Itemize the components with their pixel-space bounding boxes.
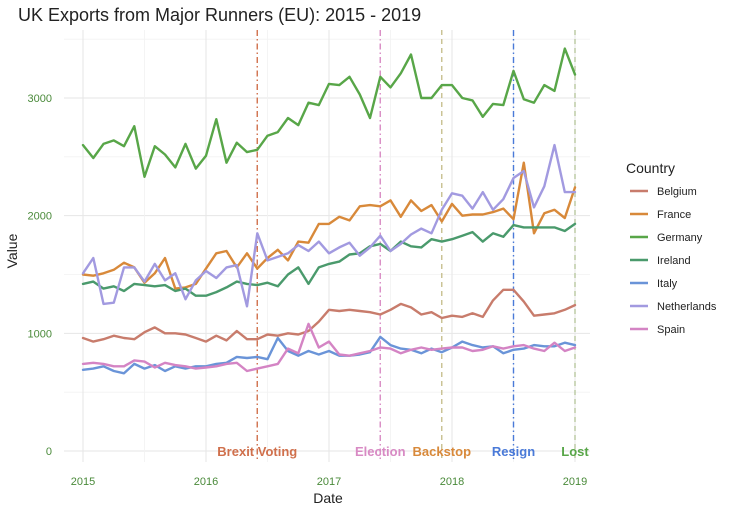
series-line-belgium: [81, 288, 577, 343]
x-axis-title: Date: [313, 490, 343, 506]
event-label: Brexit Voting: [217, 444, 297, 459]
series-line-germany: [81, 47, 577, 179]
legend-label: Belgium: [657, 186, 697, 198]
x-tick-label: 2016: [194, 476, 218, 488]
event-labels: Brexit Voting Election Backstop Resign Lost: [217, 444, 589, 459]
series-line-netherlands: [81, 143, 577, 308]
series-line-spain: [81, 322, 577, 373]
event-label: Backstop: [412, 444, 471, 459]
series-lines: [81, 47, 577, 375]
event-label: Lost: [561, 444, 589, 459]
y-tick-label: 2000: [28, 211, 52, 223]
x-tick-label: 2019: [563, 476, 587, 488]
y-tick-label: 0: [46, 446, 52, 458]
y-tick-label: 3000: [28, 93, 52, 105]
legend-title: Country: [626, 160, 675, 176]
y-axis-title: Value: [4, 233, 20, 268]
legend-label: Germany: [657, 232, 703, 244]
grid: [64, 30, 590, 462]
series-line-france: [81, 161, 577, 290]
legend-label: Spain: [657, 324, 685, 336]
x-tick-label: 2017: [317, 476, 341, 488]
y-axis-ticks: 0 1000 2000 3000: [28, 93, 52, 458]
legend-label: Ireland: [657, 255, 691, 267]
x-axis-ticks: 2015 2016 2017 2018 2019: [71, 476, 587, 488]
x-tick-label: 2015: [71, 476, 95, 488]
legend-label: France: [657, 209, 691, 221]
event-label: Resign: [492, 444, 535, 459]
chart-title: UK Exports from Major Runners (EU): 2015…: [18, 5, 421, 25]
y-tick-label: 1000: [28, 328, 52, 340]
legend-label: Netherlands: [657, 301, 717, 313]
event-label: Election: [355, 444, 406, 459]
x-tick-label: 2018: [440, 476, 464, 488]
event-lines: [256, 30, 576, 462]
legend-label: Italy: [657, 278, 678, 290]
legend: Country Belgium France Germany Ireland Italy…: [626, 160, 717, 336]
series-line-ireland: [81, 222, 577, 297]
